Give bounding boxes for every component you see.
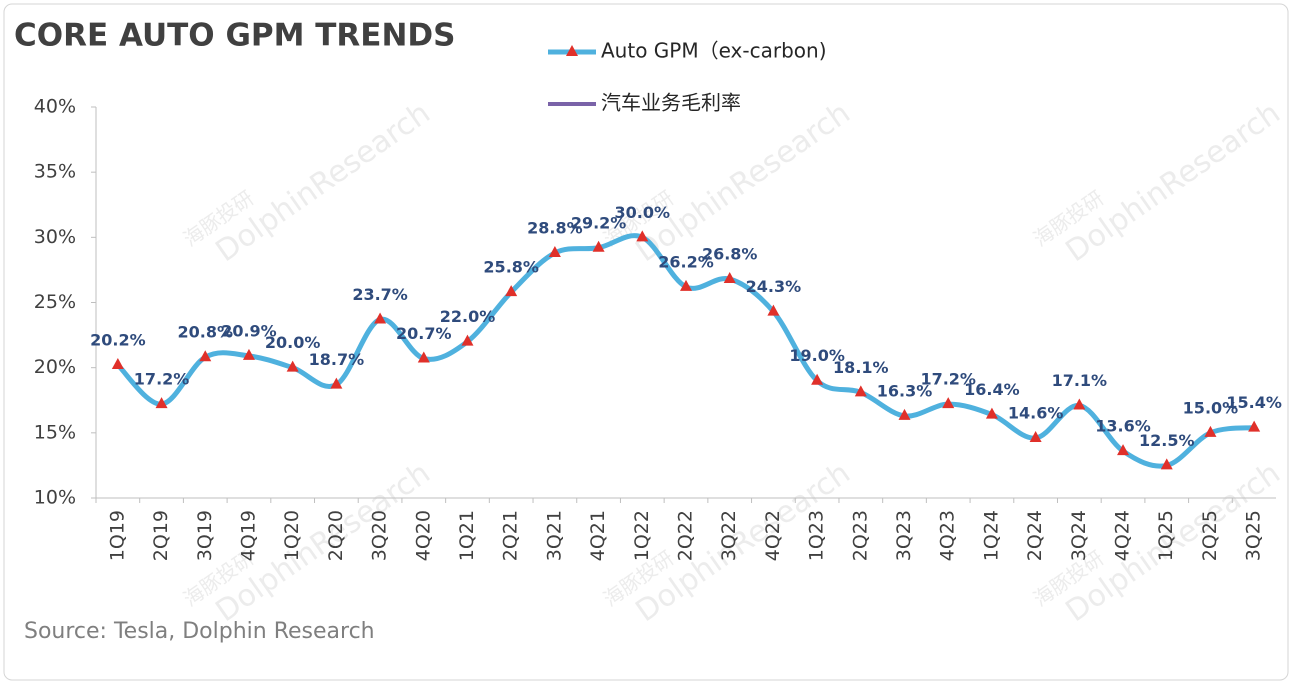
x-tick-label: 4Q24 bbox=[1112, 510, 1134, 561]
data-point bbox=[723, 272, 736, 284]
x-tick-label: 2Q20 bbox=[325, 510, 347, 561]
data-label: 22.0% bbox=[440, 307, 496, 326]
data-point bbox=[155, 397, 168, 409]
data-label: 17.1% bbox=[1052, 371, 1108, 390]
data-label: 20.0% bbox=[265, 333, 321, 352]
data-label: 17.2% bbox=[134, 370, 190, 389]
data-point bbox=[548, 245, 561, 257]
data-point bbox=[286, 360, 299, 372]
data-point bbox=[1204, 425, 1217, 437]
y-tick-label: 35% bbox=[34, 161, 76, 183]
x-tick-label: 3Q24 bbox=[1068, 510, 1090, 561]
x-tick-label: 1Q19 bbox=[106, 510, 128, 561]
x-tick-label: 1Q23 bbox=[806, 510, 828, 561]
x-tick-label: 1Q24 bbox=[980, 510, 1002, 561]
y-tick-label: 40% bbox=[34, 96, 76, 118]
data-label: 20.9% bbox=[221, 321, 277, 340]
x-tick-label: 2Q23 bbox=[849, 510, 871, 561]
x-tick-label: 1Q21 bbox=[456, 510, 478, 561]
data-label: 15.4% bbox=[1226, 393, 1282, 412]
x-tick-label: 2Q25 bbox=[1199, 510, 1221, 561]
data-label: 29.2% bbox=[571, 213, 627, 232]
data-label: 16.4% bbox=[964, 380, 1020, 399]
data-point bbox=[1029, 431, 1042, 443]
x-tick-label: 3Q25 bbox=[1243, 510, 1265, 561]
x-tick-label: 4Q23 bbox=[937, 510, 959, 561]
data-label: 12.5% bbox=[1139, 431, 1195, 450]
data-point bbox=[1117, 444, 1130, 456]
y-tick-label: 10% bbox=[34, 487, 76, 509]
legend-label: Auto GPM（ex-carbon) bbox=[601, 39, 827, 63]
x-tick-label: 4Q20 bbox=[412, 510, 434, 561]
data-label: 26.2% bbox=[658, 252, 714, 271]
source: Source: Tesla, Dolphin Research bbox=[24, 619, 375, 644]
y-tick-label: 20% bbox=[34, 356, 76, 378]
x-tick-label: 1Q20 bbox=[281, 510, 303, 561]
data-label: 20.8% bbox=[178, 323, 234, 342]
data-label: 23.7% bbox=[352, 285, 408, 304]
data-label: 26.8% bbox=[702, 245, 758, 264]
legend-marker bbox=[566, 45, 578, 56]
data-point bbox=[242, 348, 255, 360]
x-tick-label: 3Q23 bbox=[893, 510, 915, 561]
frame bbox=[3, 3, 1289, 681]
y-tick-label: 15% bbox=[34, 421, 76, 443]
data-label: 17.2% bbox=[920, 370, 976, 389]
y-tick-label: 25% bbox=[34, 291, 76, 313]
data-point bbox=[811, 373, 824, 385]
data-label: 15.0% bbox=[1183, 398, 1239, 417]
data-point bbox=[636, 230, 649, 242]
data-label: 13.6% bbox=[1095, 417, 1151, 436]
data-point bbox=[1073, 398, 1086, 410]
data-label: 20.7% bbox=[396, 324, 452, 343]
data-label: 30.0% bbox=[615, 203, 671, 222]
x-tick-label: 2Q22 bbox=[675, 510, 697, 561]
data-label: 16.3% bbox=[877, 381, 933, 400]
data-point bbox=[461, 334, 474, 346]
data-point bbox=[854, 385, 867, 397]
data-label: 18.1% bbox=[833, 358, 889, 377]
x-tick-label: 4Q19 bbox=[237, 510, 259, 561]
data-label: 24.3% bbox=[746, 277, 802, 296]
x-tick-label: 2Q19 bbox=[150, 510, 172, 561]
data-point bbox=[111, 358, 124, 370]
x-tick-label: 4Q21 bbox=[587, 510, 609, 561]
data-point bbox=[199, 350, 212, 362]
data-label: 28.8% bbox=[527, 218, 583, 237]
data-point bbox=[942, 397, 955, 409]
data-point bbox=[330, 377, 343, 389]
data-point bbox=[1248, 420, 1261, 432]
data-point bbox=[985, 407, 998, 419]
x-tick-label: 3Q19 bbox=[194, 510, 216, 561]
data-label: 25.8% bbox=[483, 258, 539, 277]
legend-label: 汽车业务毛利率 bbox=[601, 91, 741, 115]
x-tick-label: 2Q21 bbox=[500, 510, 522, 561]
x-tick-label: 1Q25 bbox=[1155, 510, 1177, 561]
data-point bbox=[898, 408, 911, 420]
data-point bbox=[1160, 458, 1173, 470]
data-point bbox=[505, 285, 518, 297]
data-point bbox=[680, 279, 692, 291]
chart-title: CORE AUTO GPM TRENDS bbox=[14, 18, 455, 54]
y-tick-label: 30% bbox=[34, 226, 76, 248]
data-label: 20.2% bbox=[90, 331, 146, 350]
data-label: 14.6% bbox=[1008, 404, 1064, 423]
data-label: 19.0% bbox=[789, 346, 845, 365]
x-tick-label: 3Q21 bbox=[543, 510, 565, 561]
data-label: 18.7% bbox=[309, 350, 365, 369]
x-tick-label: 3Q20 bbox=[369, 510, 391, 561]
data-point bbox=[592, 240, 605, 252]
data-point bbox=[767, 304, 780, 316]
data-point bbox=[417, 351, 430, 363]
x-tick-label: 2Q24 bbox=[1024, 510, 1046, 561]
x-tick-label: 3Q22 bbox=[718, 510, 740, 561]
data-point bbox=[374, 312, 387, 324]
x-tick-label: 1Q22 bbox=[631, 510, 653, 561]
x-tick-label: 4Q22 bbox=[762, 510, 784, 561]
